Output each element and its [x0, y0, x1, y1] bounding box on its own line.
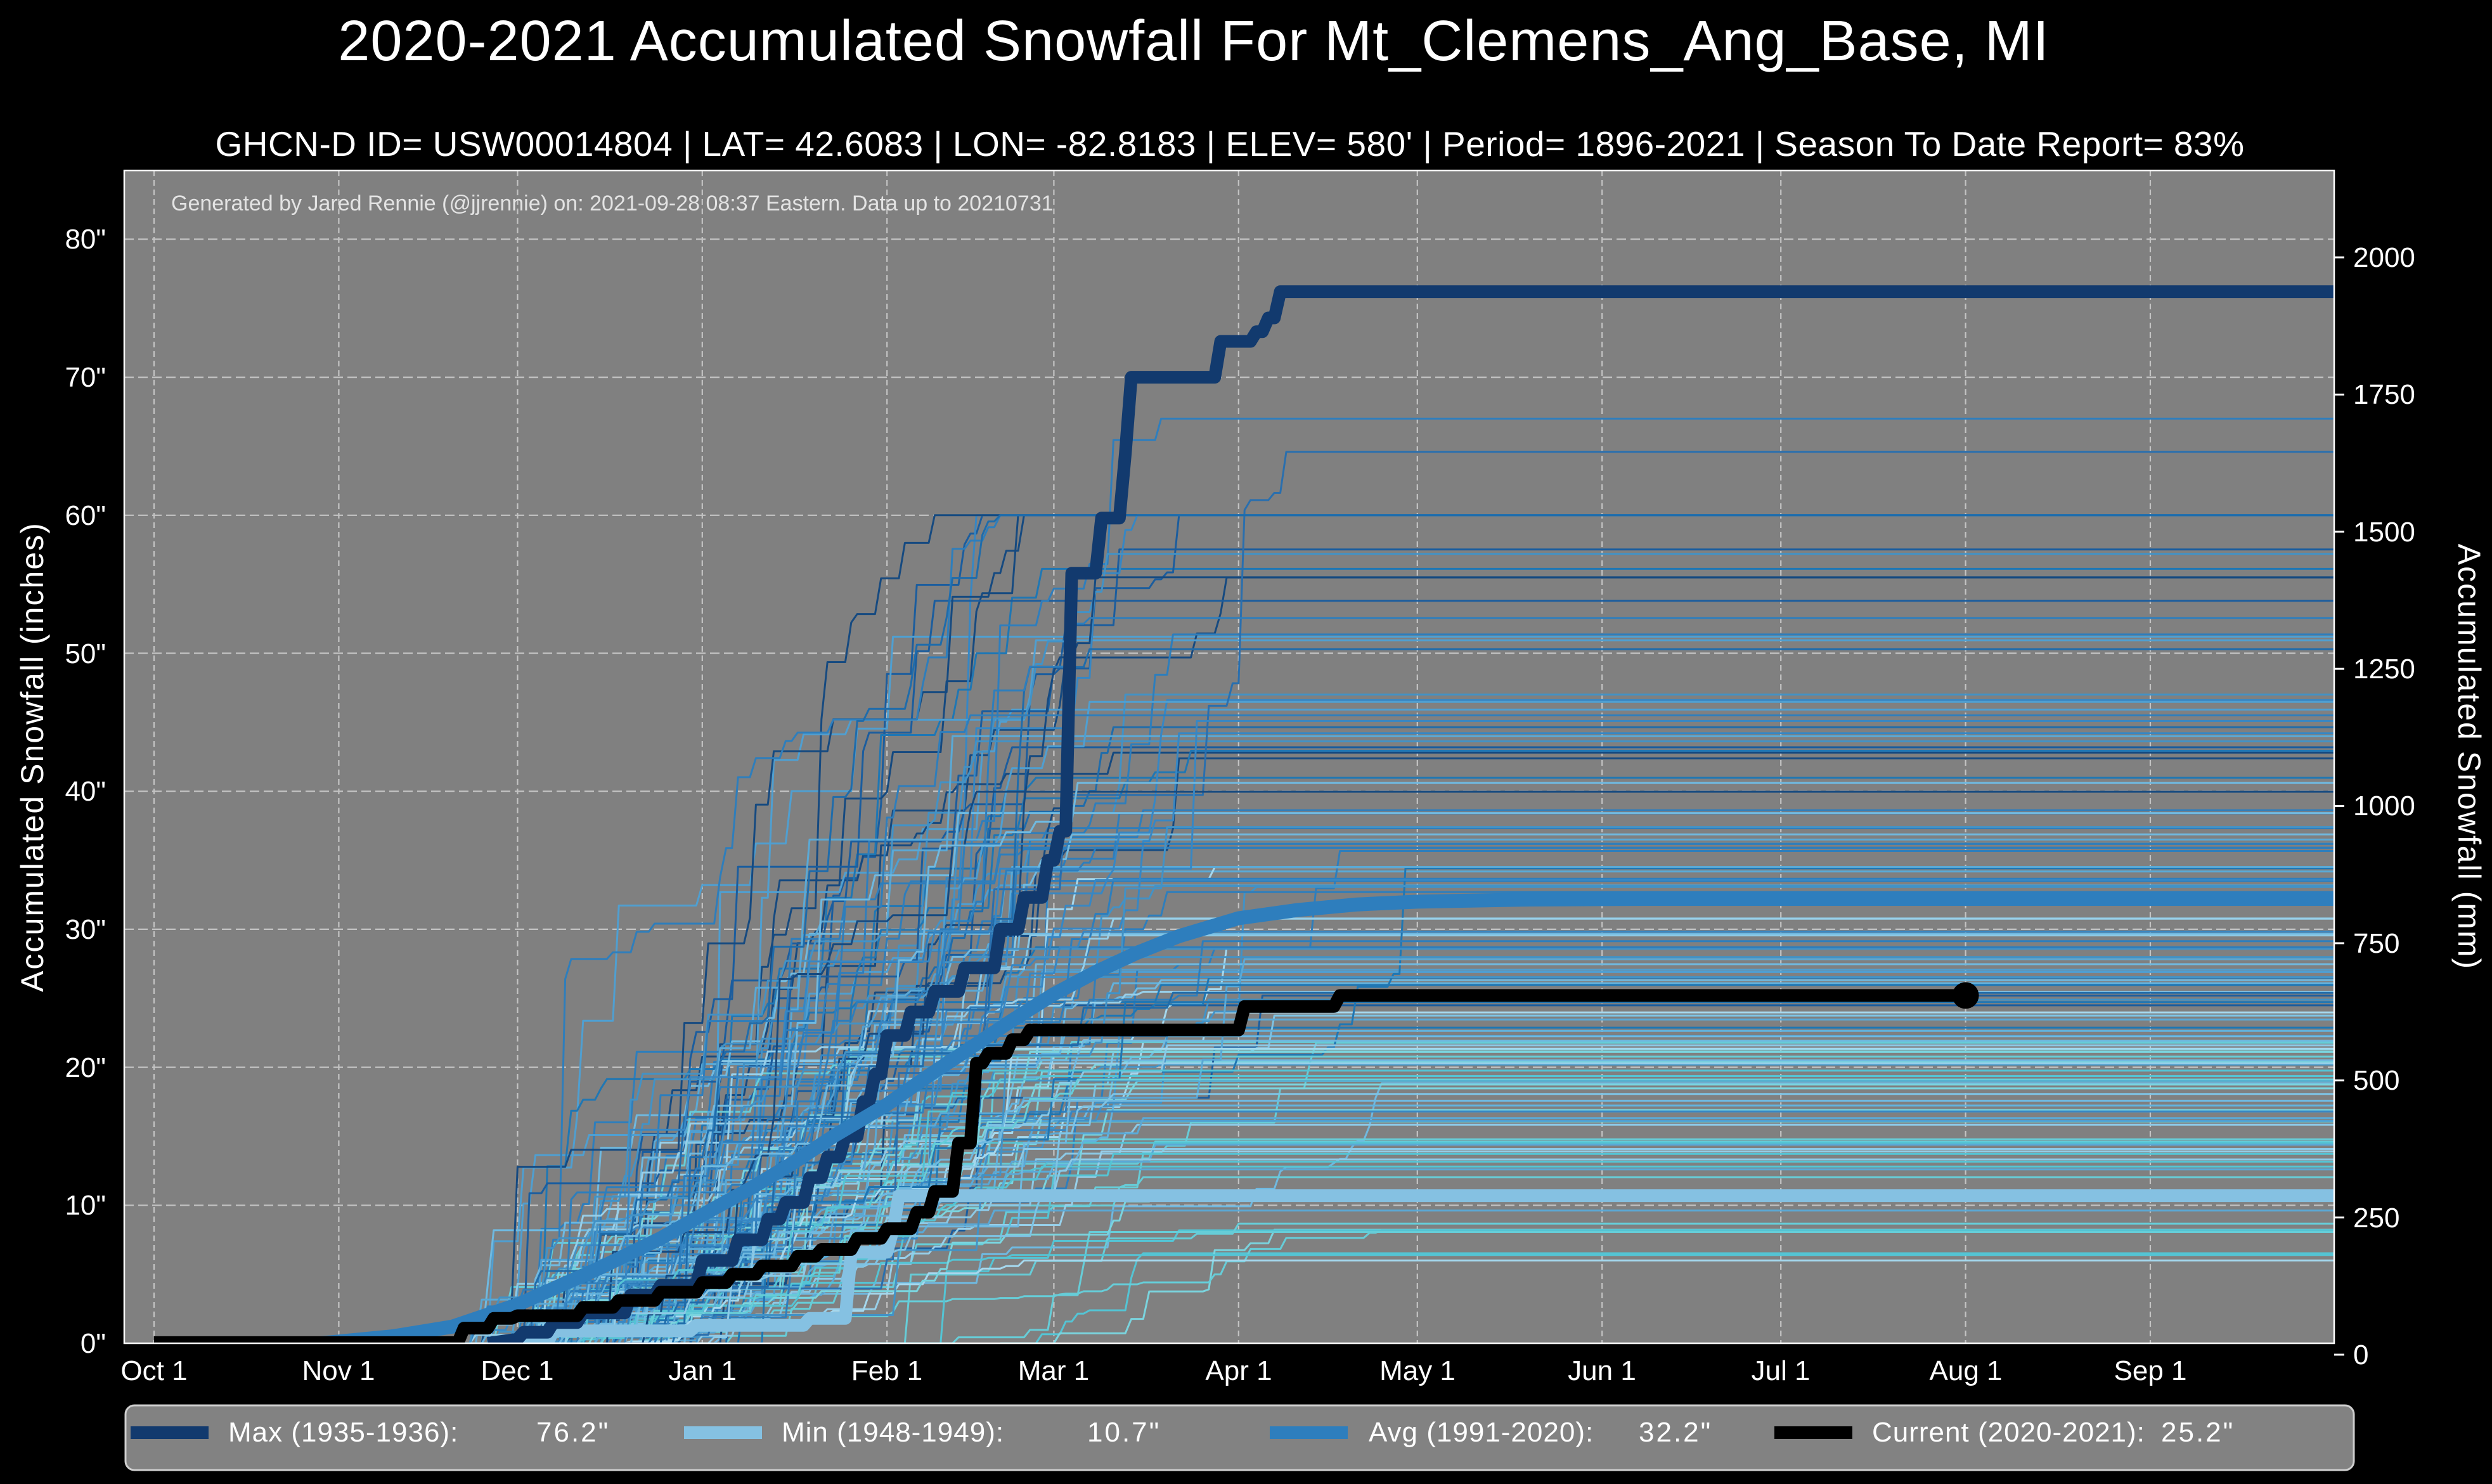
- svg-text:GHCN-D ID= USW00014804 | LAT=: GHCN-D ID= USW00014804 | LAT= 42.6083 | …: [216, 124, 2245, 164]
- svg-text:10.7": 10.7": [1087, 1417, 1161, 1448]
- svg-text:Max (1935-1936):: Max (1935-1936):: [228, 1417, 458, 1448]
- svg-text:1250: 1250: [2353, 654, 2415, 685]
- svg-text:Aug 1: Aug 1: [1930, 1355, 2003, 1386]
- svg-text:Nov 1: Nov 1: [302, 1355, 375, 1386]
- svg-text:Oct 1: Oct 1: [120, 1355, 187, 1386]
- svg-text:Jul 1: Jul 1: [1752, 1355, 1811, 1386]
- svg-text:Avg (1991-2020):: Avg (1991-2020):: [1369, 1417, 1594, 1448]
- svg-text:76.2": 76.2": [536, 1417, 610, 1448]
- svg-text:750: 750: [2353, 928, 2399, 959]
- svg-text:40": 40": [65, 776, 106, 807]
- svg-text:0: 0: [2353, 1339, 2368, 1371]
- svg-text:1000: 1000: [2353, 790, 2415, 822]
- svg-text:60": 60": [65, 500, 106, 531]
- svg-text:1500: 1500: [2353, 517, 2415, 548]
- svg-text:2000: 2000: [2353, 242, 2415, 273]
- svg-text:2020-2021 Accumulated Snowfall: 2020-2021 Accumulated Snowfall For Mt_Cl…: [338, 10, 2049, 73]
- svg-text:Accumulated Snowfall (mm): Accumulated Snowfall (mm): [2451, 544, 2487, 970]
- svg-text:May 1: May 1: [1379, 1355, 1456, 1386]
- svg-text:Sep 1: Sep 1: [2114, 1355, 2187, 1386]
- svg-text:80": 80": [65, 224, 106, 255]
- svg-text:1750: 1750: [2353, 379, 2415, 410]
- svg-text:Mar 1: Mar 1: [1018, 1355, 1089, 1386]
- svg-text:Accumulated Snowfall (inches): Accumulated Snowfall (inches): [15, 522, 50, 992]
- svg-text:32.2": 32.2": [1639, 1417, 1712, 1448]
- svg-text:Jan 1: Jan 1: [668, 1355, 737, 1386]
- svg-text:30": 30": [65, 914, 106, 945]
- svg-text:20": 20": [65, 1052, 106, 1083]
- svg-text:25.2": 25.2": [2161, 1417, 2235, 1448]
- svg-text:Current (2020-2021):: Current (2020-2021):: [1872, 1417, 2145, 1448]
- svg-text:Jun 1: Jun 1: [1568, 1355, 1636, 1386]
- svg-text:Dec 1: Dec 1: [481, 1355, 554, 1386]
- svg-text:10": 10": [65, 1190, 106, 1221]
- svg-text:Feb 1: Feb 1: [851, 1355, 923, 1386]
- svg-text:Min (1948-1949):: Min (1948-1949):: [782, 1417, 1004, 1448]
- svg-text:Generated by Jared Rennie (@jj: Generated by Jared Rennie (@jjrennie) on…: [171, 191, 1054, 216]
- svg-text:Apr 1: Apr 1: [1205, 1355, 1272, 1386]
- svg-text:500: 500: [2353, 1065, 2399, 1096]
- svg-text:70": 70": [65, 362, 106, 393]
- svg-text:50": 50": [65, 638, 106, 669]
- svg-text:0": 0": [81, 1328, 106, 1359]
- svg-text:250: 250: [2353, 1203, 2399, 1234]
